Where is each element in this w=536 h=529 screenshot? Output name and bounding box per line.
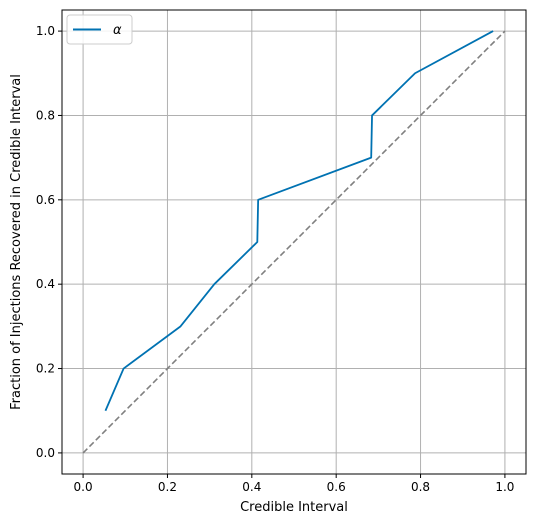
grid-lines — [62, 10, 526, 474]
y-tick-label: 1.0 — [36, 24, 55, 38]
plot-frame — [61, 9, 527, 475]
legend: α — [66, 14, 133, 45]
x-tick-label: 0.6 — [327, 480, 346, 494]
x-tick-label: 0.0 — [74, 480, 93, 494]
x-axis-label: Credible Interval — [240, 500, 348, 515]
y-tick-label: 0.8 — [36, 108, 55, 122]
series-line-alpha — [104, 30, 494, 412]
y-tick-label: 0.2 — [36, 362, 55, 376]
data-series — [82, 30, 506, 454]
y-tick-label: 0.0 — [36, 446, 55, 460]
y-axis-ticks: 0.0 0.2 0.4 0.6 0.8 1.0 — [36, 24, 62, 460]
x-tick-label: 0.8 — [411, 480, 430, 494]
x-tick-label: 0.2 — [158, 480, 177, 494]
x-tick-label: 0.4 — [242, 480, 261, 494]
y-tick-label: 0.4 — [36, 277, 55, 291]
legend-label-alpha: α — [113, 23, 122, 38]
x-tick-label: 1.0 — [495, 480, 514, 494]
y-tick-label: 0.6 — [36, 193, 55, 207]
y-axis-label: Fraction of Injections Recovered in Cred… — [9, 74, 24, 410]
diagonal-reference-line — [82, 30, 506, 454]
x-axis-ticks: 0.0 0.2 0.4 0.6 0.8 1.0 — [74, 474, 514, 494]
